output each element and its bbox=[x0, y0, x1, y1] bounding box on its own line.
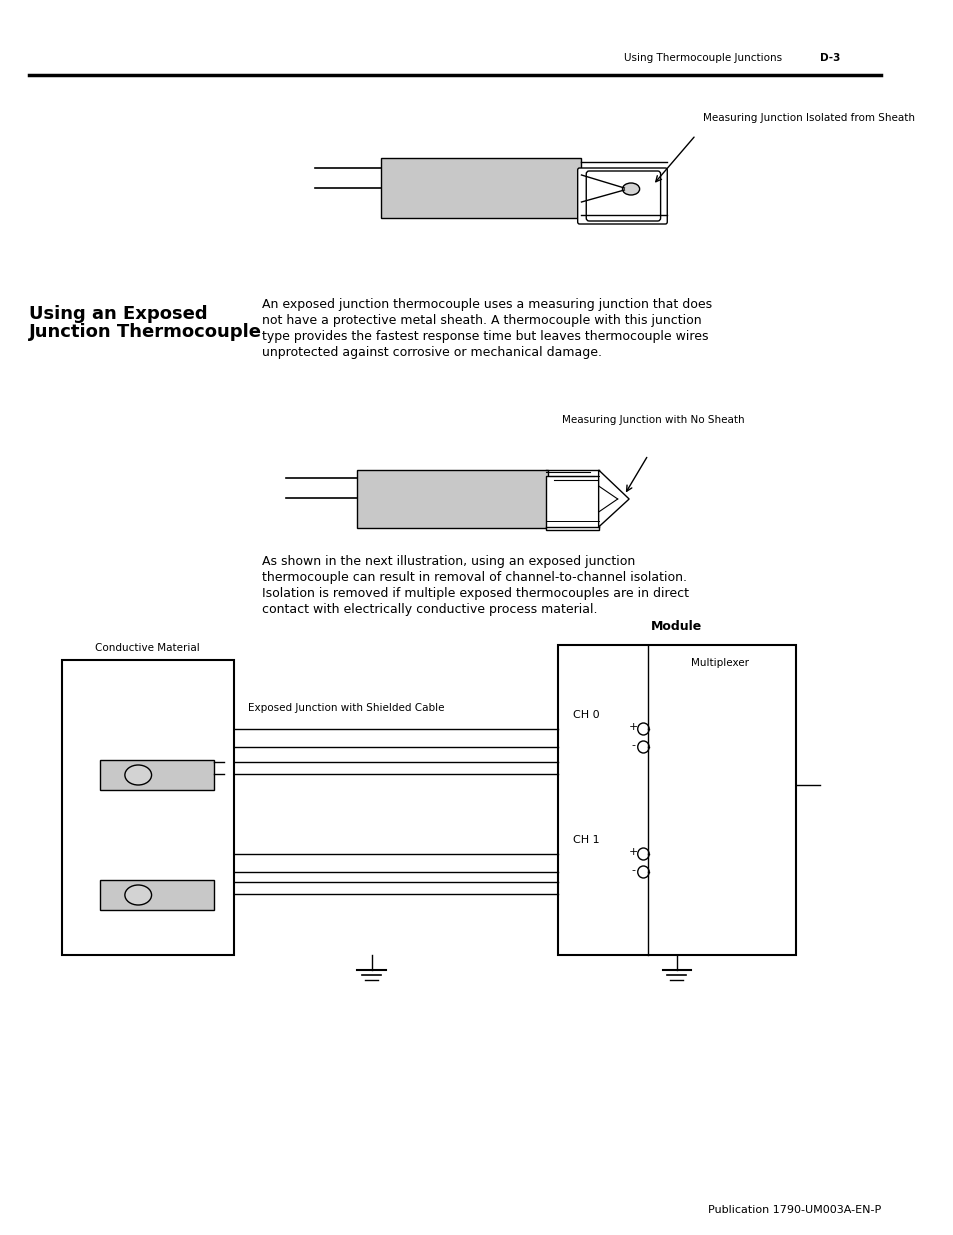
Text: Using Thermocouple Junctions: Using Thermocouple Junctions bbox=[623, 53, 781, 63]
FancyBboxPatch shape bbox=[578, 168, 666, 224]
Text: unprotected against corrosive or mechanical damage.: unprotected against corrosive or mechani… bbox=[262, 346, 601, 359]
Text: Measuring Junction Isolated from Sheath: Measuring Junction Isolated from Sheath bbox=[702, 112, 915, 124]
Bar bbox=[381, 158, 581, 219]
Text: contact with electrically conductive process material.: contact with electrically conductive pro… bbox=[262, 603, 597, 616]
Text: Isolation is removed if multiple exposed thermocouples are in direct: Isolation is removed if multiple exposed… bbox=[262, 587, 688, 600]
Text: +: + bbox=[629, 722, 638, 732]
Bar bbox=[558, 645, 795, 955]
Text: -: - bbox=[631, 740, 636, 750]
Text: Module: Module bbox=[651, 620, 701, 634]
Text: type provides the fastest response time but leaves thermocouple wires: type provides the fastest response time … bbox=[262, 330, 708, 343]
Text: CH 0: CH 0 bbox=[573, 710, 598, 720]
Bar bbox=[546, 475, 598, 530]
Text: +: + bbox=[629, 847, 638, 857]
Text: thermocouple can result in removal of channel-to-channel isolation.: thermocouple can result in removal of ch… bbox=[262, 571, 686, 584]
FancyBboxPatch shape bbox=[586, 170, 659, 221]
Text: -: - bbox=[631, 864, 636, 876]
Ellipse shape bbox=[621, 183, 639, 195]
Text: Multiplexer: Multiplexer bbox=[690, 658, 748, 668]
Text: Junction Thermocouple: Junction Thermocouple bbox=[29, 324, 261, 341]
Text: CH 1: CH 1 bbox=[573, 835, 598, 845]
Text: An exposed junction thermocouple uses a measuring junction that does: An exposed junction thermocouple uses a … bbox=[262, 298, 712, 311]
Text: not have a protective metal sheath. A thermocouple with this junction: not have a protective metal sheath. A th… bbox=[262, 314, 701, 327]
Bar bbox=[62, 659, 233, 955]
Text: Using an Exposed: Using an Exposed bbox=[29, 305, 207, 324]
Text: Measuring Junction with No Sheath: Measuring Junction with No Sheath bbox=[562, 415, 744, 425]
Text: Exposed Junction with Shielded Cable: Exposed Junction with Shielded Cable bbox=[248, 703, 444, 713]
Ellipse shape bbox=[125, 885, 152, 905]
Polygon shape bbox=[598, 471, 628, 527]
Text: D-3: D-3 bbox=[819, 53, 840, 63]
Bar bbox=[357, 471, 548, 529]
Bar bbox=[100, 760, 214, 790]
Ellipse shape bbox=[125, 764, 152, 785]
Text: Conductive Material: Conductive Material bbox=[95, 643, 200, 653]
Text: Publication 1790-UM003A-EN-P: Publication 1790-UM003A-EN-P bbox=[707, 1205, 880, 1215]
Bar bbox=[100, 881, 214, 910]
Text: As shown in the next illustration, using an exposed junction: As shown in the next illustration, using… bbox=[262, 555, 635, 568]
